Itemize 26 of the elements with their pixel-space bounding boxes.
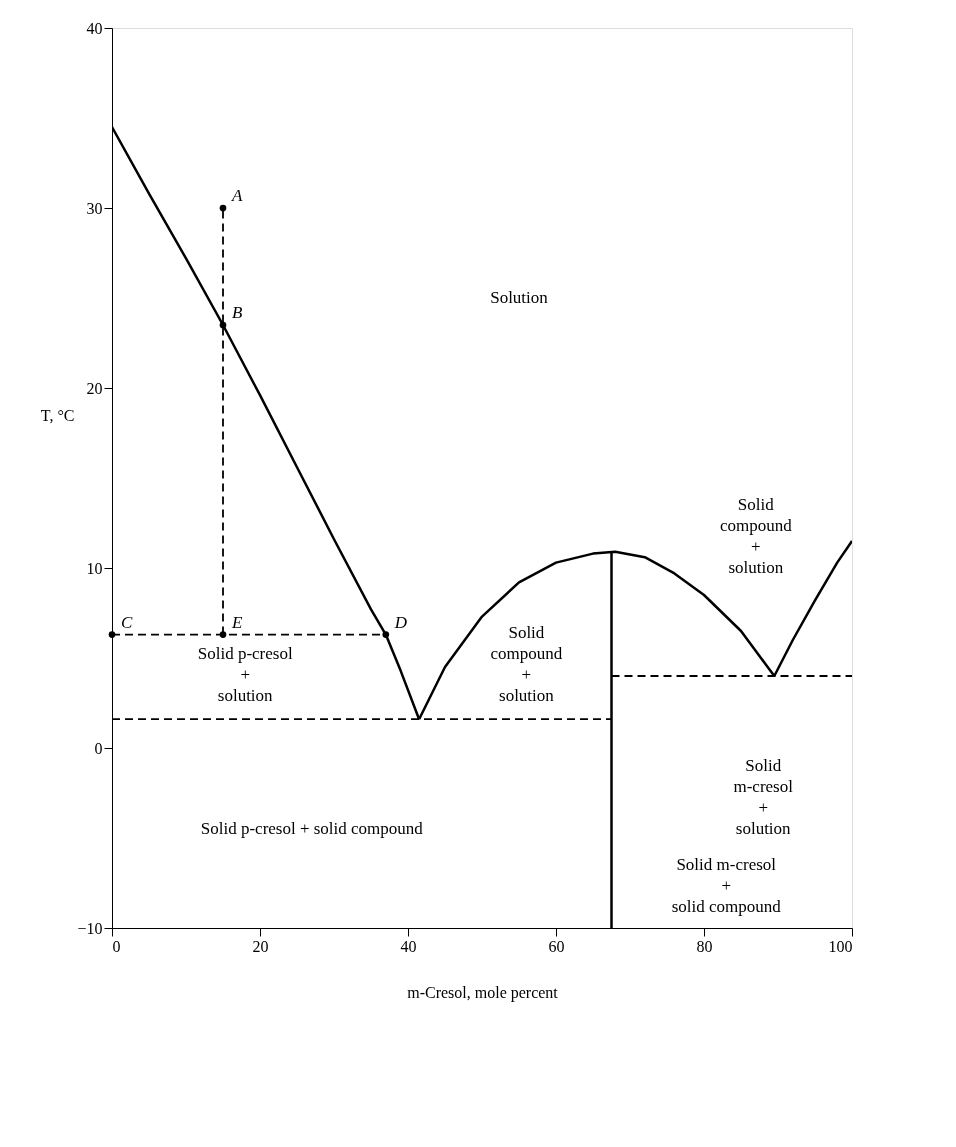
annotation: Solid m-cresol + solution [733,756,794,838]
x-tick-label: 80 [696,937,713,955]
x-tick-label: 0 [112,937,121,955]
x-tick-label: 20 [252,937,269,955]
y-tick-label: 40 [86,19,103,37]
annotation: A [231,186,243,205]
x-tick-label: 40 [400,937,417,955]
y-axis-title: T, °C [40,406,75,424]
y-tick-label: 0 [94,739,103,757]
annotation: Solid m-cresol + solid compound [671,855,782,916]
annotation: B [232,303,243,322]
annotation: Solid compound + solution [719,495,793,577]
annotation: C [121,612,133,632]
y-tick-label: 20 [86,379,103,397]
annotation: E [231,612,243,632]
annotation: Solution [490,288,549,307]
annotation: Solid p-cresol + solution [197,643,293,705]
x-axis-title: m-Cresol, mole percent [407,983,559,1002]
y-tick-label: 30 [86,199,103,217]
annotation: D [393,612,408,632]
x-tick-label: 60 [548,937,565,955]
annotation: Solid compound + solution [490,622,563,705]
y-tick-label: −10 [77,919,103,937]
annotation: Solid p-cresol + solid compound [200,819,424,838]
y-tick-label: 10 [86,559,103,577]
x-tick-label: 100 [828,937,853,955]
